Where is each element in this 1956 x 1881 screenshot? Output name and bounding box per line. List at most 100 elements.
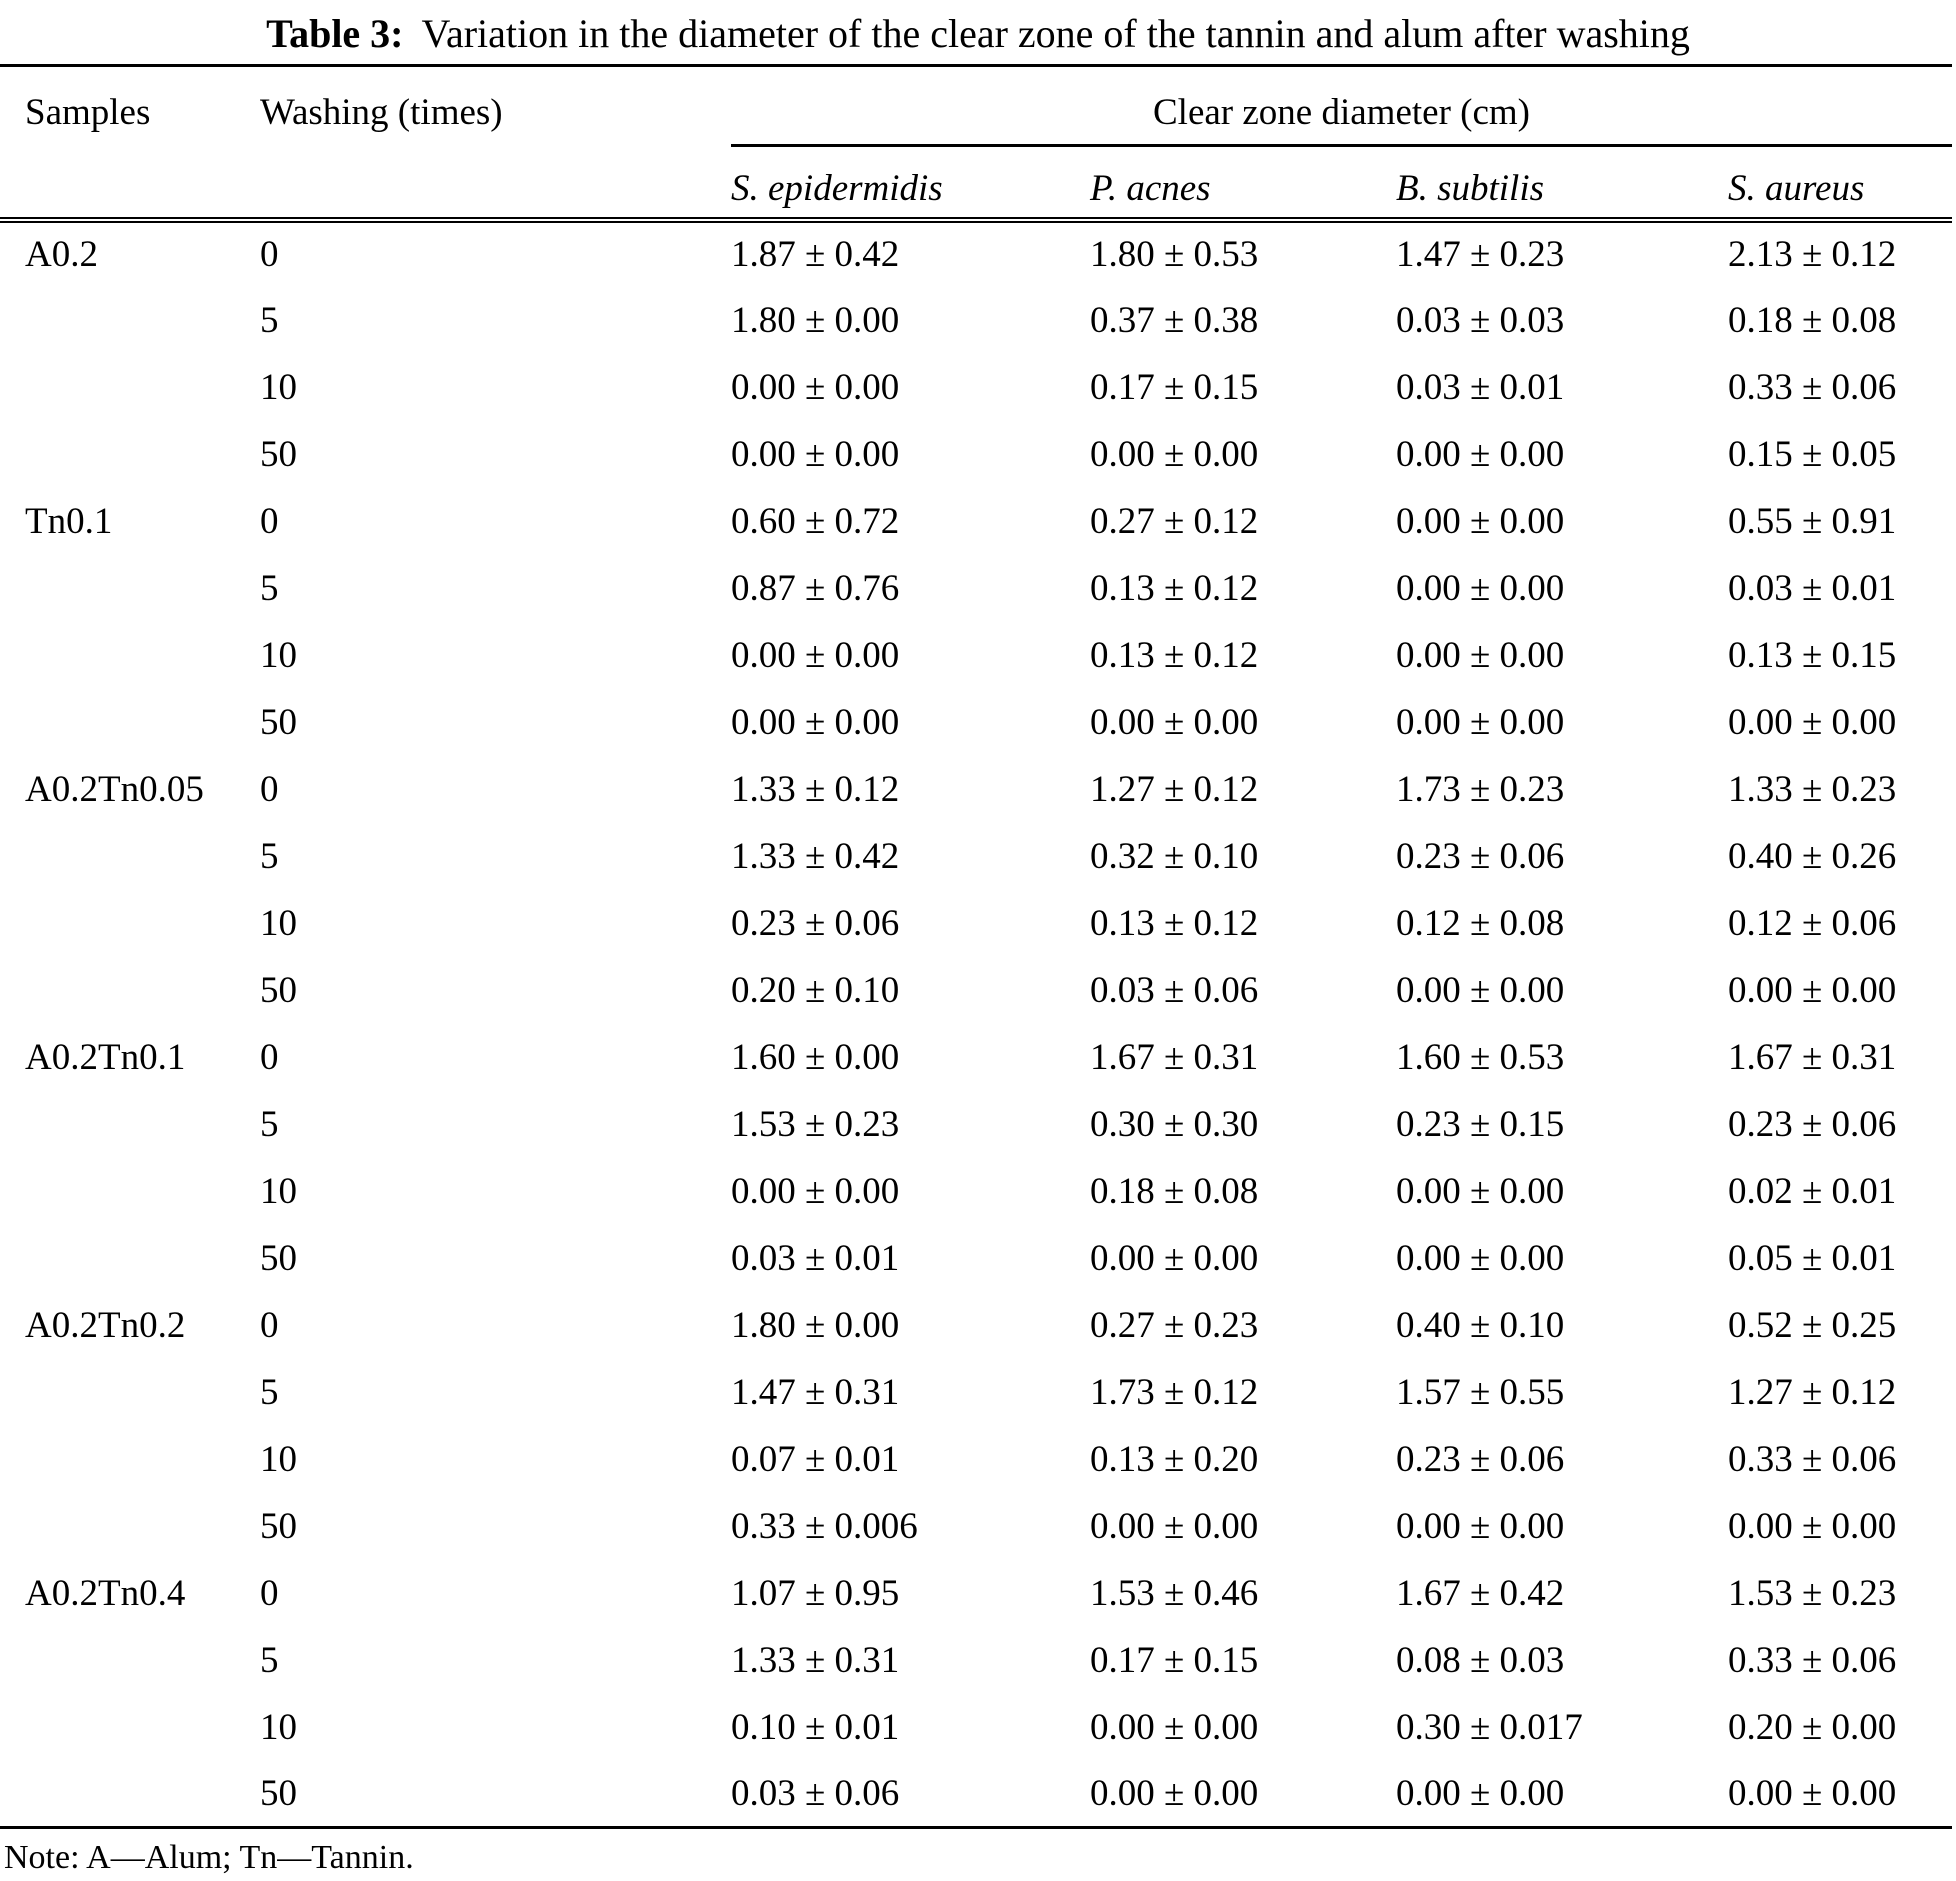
value-cell: 0.00 ± 0.00 — [1728, 1772, 1897, 1814]
washing-cell: 0 — [260, 1572, 279, 1614]
table-row: 5 1.80 ± 0.00 0.37 ± 0.38 0.03 ± 0.03 0.18 ±… — [0, 287, 1952, 354]
value-cell: 1.67 ± 0.31 — [1728, 1036, 1897, 1078]
value-cell: 1.53 ± 0.46 — [1090, 1572, 1259, 1614]
value-cell: 0.00 ± 0.00 — [731, 634, 900, 676]
value-cell: 0.08 ± 0.03 — [1396, 1639, 1565, 1681]
sample-cell — [0, 957, 260, 1024]
value-cell: 1.57 ± 0.55 — [1396, 1371, 1565, 1413]
value-cell: 0.00 ± 0.00 — [1396, 433, 1565, 475]
value-cell: 0.00 ± 0.00 — [1090, 1772, 1259, 1814]
value-cell: 1.33 ± 0.23 — [1728, 768, 1897, 810]
washing-cell: 5 — [260, 567, 279, 609]
washing-cell: 0 — [260, 234, 279, 275]
value-cell: 1.67 ± 0.42 — [1396, 1572, 1565, 1614]
value-cell: 0.00 ± 0.00 — [1396, 500, 1565, 542]
value-cell: 0.23 ± 0.06 — [731, 902, 900, 944]
table-title-label: Table 3: — [266, 11, 404, 56]
sample-cell — [0, 555, 260, 622]
sample-cell — [0, 890, 260, 957]
washing-cell: 10 — [260, 634, 297, 676]
value-cell: 0.00 ± 0.00 — [1396, 969, 1565, 1011]
value-cell: 1.53 ± 0.23 — [1728, 1572, 1897, 1614]
table-row: A0.2Tn0.4 0 1.07 ± 0.95 1.53 ± 0.46 1.67 ± 0… — [0, 1560, 1952, 1627]
sample-cell — [0, 1761, 260, 1828]
sample-cell — [0, 354, 260, 421]
table-row: 50 0.20 ± 0.10 0.03 ± 0.06 0.00 ± 0.00 0.00 … — [0, 957, 1952, 1024]
value-cell: 0.00 ± 0.00 — [1728, 1505, 1897, 1547]
value-cell: 0.00 ± 0.00 — [1728, 701, 1897, 743]
sample-cell: A0.2Tn0.1 — [25, 1036, 186, 1078]
value-cell: 1.60 ± 0.00 — [731, 1036, 900, 1078]
washing-cell: 10 — [260, 902, 297, 944]
value-cell: 0.18 ± 0.08 — [1728, 299, 1897, 341]
value-cell: 0.02 ± 0.01 — [1728, 1170, 1897, 1212]
value-cell: 1.80 ± 0.53 — [1090, 234, 1259, 275]
value-cell: 0.13 ± 0.12 — [1090, 567, 1259, 609]
value-cell: 0.00 ± 0.00 — [1396, 634, 1565, 676]
value-cell: 1.27 ± 0.12 — [1728, 1371, 1897, 1413]
header-row-top: Samples Washing (times) Clear zone diame… — [0, 65, 1952, 223]
value-cell: 0.00 ± 0.00 — [1396, 1505, 1565, 1547]
table-row: A0.2Tn0.1 0 1.60 ± 0.00 1.67 ± 0.31 1.60 ± 0… — [0, 1024, 1952, 1091]
table-row: 10 0.00 ± 0.00 0.17 ± 0.15 0.03 ± 0.01 0.33 … — [0, 354, 1952, 421]
value-cell: 0.03 ± 0.03 — [1396, 299, 1565, 341]
sample-cell — [0, 1225, 260, 1292]
sample-cell — [0, 1359, 260, 1426]
table-row: A0.2Tn0.05 0 1.33 ± 0.12 1.27 ± 0.12 1.73 ± … — [0, 756, 1952, 823]
value-cell: 0.23 ± 0.06 — [1396, 835, 1565, 877]
washing-cell: 5 — [260, 1103, 279, 1145]
column-header-b-subtilis: B. subtilis — [1396, 145, 1728, 223]
sample-cell — [0, 689, 260, 756]
value-cell: 0.00 ± 0.00 — [1728, 969, 1897, 1011]
washing-cell: 5 — [260, 1371, 279, 1413]
value-cell: 0.33 ± 0.06 — [1728, 366, 1897, 408]
sample-cell — [0, 287, 260, 354]
value-cell: 0.30 ± 0.017 — [1396, 1706, 1583, 1748]
washing-cell: 10 — [260, 1438, 297, 1480]
value-cell: 0.40 ± 0.10 — [1396, 1304, 1565, 1346]
washing-cell: 50 — [260, 1772, 297, 1814]
washing-cell: 10 — [260, 366, 297, 408]
value-cell: 0.20 ± 0.00 — [1728, 1706, 1897, 1748]
table-row: 10 0.23 ± 0.06 0.13 ± 0.12 0.12 ± 0.08 0.12 … — [0, 890, 1952, 957]
table-row: 5 0.87 ± 0.76 0.13 ± 0.12 0.00 ± 0.00 0.03 ±… — [0, 555, 1952, 622]
value-cell: 1.47 ± 0.23 — [1396, 234, 1565, 275]
washing-cell: 0 — [260, 1036, 279, 1078]
column-header-samples: Samples — [0, 65, 260, 223]
column-header-s-aureus: S. aureus — [1728, 145, 1952, 223]
table-row: A0.2Tn0.2 0 1.80 ± 0.00 0.27 ± 0.23 0.40 ± 0… — [0, 1292, 1952, 1359]
sample-cell — [0, 1493, 260, 1560]
washing-cell: 50 — [260, 701, 297, 743]
value-cell: 0.33 ± 0.06 — [1728, 1438, 1897, 1480]
value-cell: 0.13 ± 0.20 — [1090, 1438, 1259, 1480]
value-cell: 0.27 ± 0.12 — [1090, 500, 1259, 542]
washing-cell: 5 — [260, 1639, 279, 1681]
value-cell: 0.13 ± 0.15 — [1728, 634, 1897, 676]
value-cell: 0.00 ± 0.00 — [1090, 1237, 1259, 1279]
table-footnote: Note: A—Alum; Tn—Tannin. — [4, 1839, 414, 1876]
washing-cell: 50 — [260, 969, 297, 1011]
column-header-p-acnes: P. acnes — [1090, 145, 1396, 223]
value-cell: 0.00 ± 0.00 — [1090, 1505, 1259, 1547]
washing-cell: 0 — [260, 500, 279, 542]
column-header-washing: Washing (times) — [260, 65, 731, 223]
value-cell: 0.00 ± 0.00 — [1090, 1706, 1259, 1748]
value-cell: 1.80 ± 0.00 — [731, 299, 900, 341]
value-cell: 0.33 ± 0.006 — [731, 1505, 918, 1547]
value-cell: 0.40 ± 0.26 — [1728, 835, 1897, 877]
value-cell: 1.60 ± 0.53 — [1396, 1036, 1565, 1078]
value-cell: 0.10 ± 0.01 — [731, 1706, 900, 1748]
value-cell: 0.27 ± 0.23 — [1090, 1304, 1259, 1346]
value-cell: 0.37 ± 0.38 — [1090, 299, 1259, 341]
column-header-clear-zone: Clear zone diameter (cm) — [731, 65, 1952, 147]
value-cell: 0.30 ± 0.30 — [1090, 1103, 1259, 1145]
value-cell: 0.00 ± 0.00 — [731, 433, 900, 475]
value-cell: 0.00 ± 0.00 — [1090, 433, 1259, 475]
table-row: 50 0.03 ± 0.01 0.00 ± 0.00 0.00 ± 0.00 0.05 … — [0, 1225, 1952, 1292]
sample-cell — [0, 421, 260, 488]
value-cell: 0.00 ± 0.00 — [1396, 1772, 1565, 1814]
value-cell: 0.00 ± 0.00 — [1396, 701, 1565, 743]
value-cell: 0.18 ± 0.08 — [1090, 1170, 1259, 1212]
value-cell: 0.12 ± 0.08 — [1396, 902, 1565, 944]
value-cell: 0.17 ± 0.15 — [1090, 366, 1259, 408]
